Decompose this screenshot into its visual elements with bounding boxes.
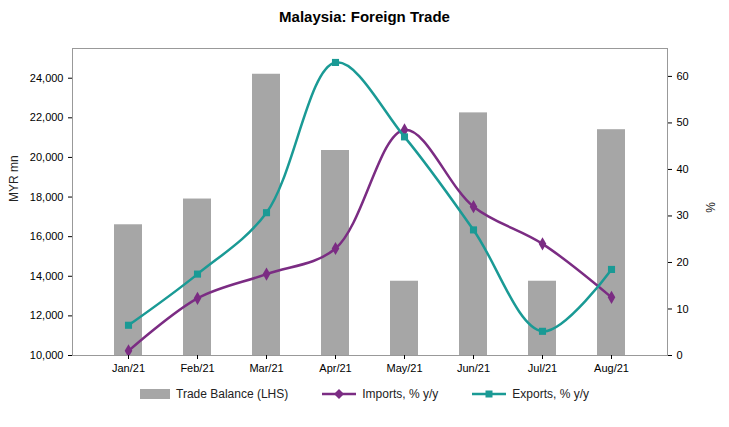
svg-text:14,000: 14,000 — [30, 270, 64, 282]
svg-text:Jun/21: Jun/21 — [457, 362, 490, 374]
svg-text:Jan/21: Jan/21 — [112, 362, 145, 374]
html-text:Malaysia: Foreign Trade: Malaysia: Foreign Trade — [279, 8, 450, 25]
svg-text:Apr/21: Apr/21 — [319, 362, 351, 374]
svg-text:0: 0 — [677, 349, 683, 361]
svg-text:20,000: 20,000 — [30, 151, 64, 163]
svg-text:18,000: 18,000 — [30, 191, 64, 203]
svg-text:16,000: 16,000 — [30, 230, 64, 242]
svg-text:Mar/21: Mar/21 — [249, 362, 283, 374]
svg-text:10,000: 10,000 — [30, 349, 64, 361]
svg-text:30: 30 — [677, 209, 689, 221]
svg-text:12,000: 12,000 — [30, 309, 64, 321]
svg-text:22,000: 22,000 — [30, 111, 64, 123]
svg-text:Feb/21: Feb/21 — [180, 362, 214, 374]
svg-text:20: 20 — [677, 256, 689, 268]
html-text:Trade Balance (LHS): Trade Balance (LHS) — [176, 387, 289, 401]
svg-text:Aug/21: Aug/21 — [594, 362, 629, 374]
svg-text:60: 60 — [677, 70, 689, 82]
svg-text:24,000: 24,000 — [30, 72, 64, 84]
svg-text:10: 10 — [677, 303, 689, 315]
svg-text:May/21: May/21 — [386, 362, 422, 374]
svg-text:MYR mn: MYR mn — [7, 155, 21, 202]
svg-text:40: 40 — [677, 163, 689, 175]
svg-text:50: 50 — [677, 116, 689, 128]
svg-text:Jul/21: Jul/21 — [528, 362, 557, 374]
svg-text:%: % — [704, 202, 718, 213]
html-text:Exports, % y/y: Exports, % y/y — [512, 387, 589, 401]
html-text:Imports, % y/y: Imports, % y/y — [362, 387, 439, 401]
